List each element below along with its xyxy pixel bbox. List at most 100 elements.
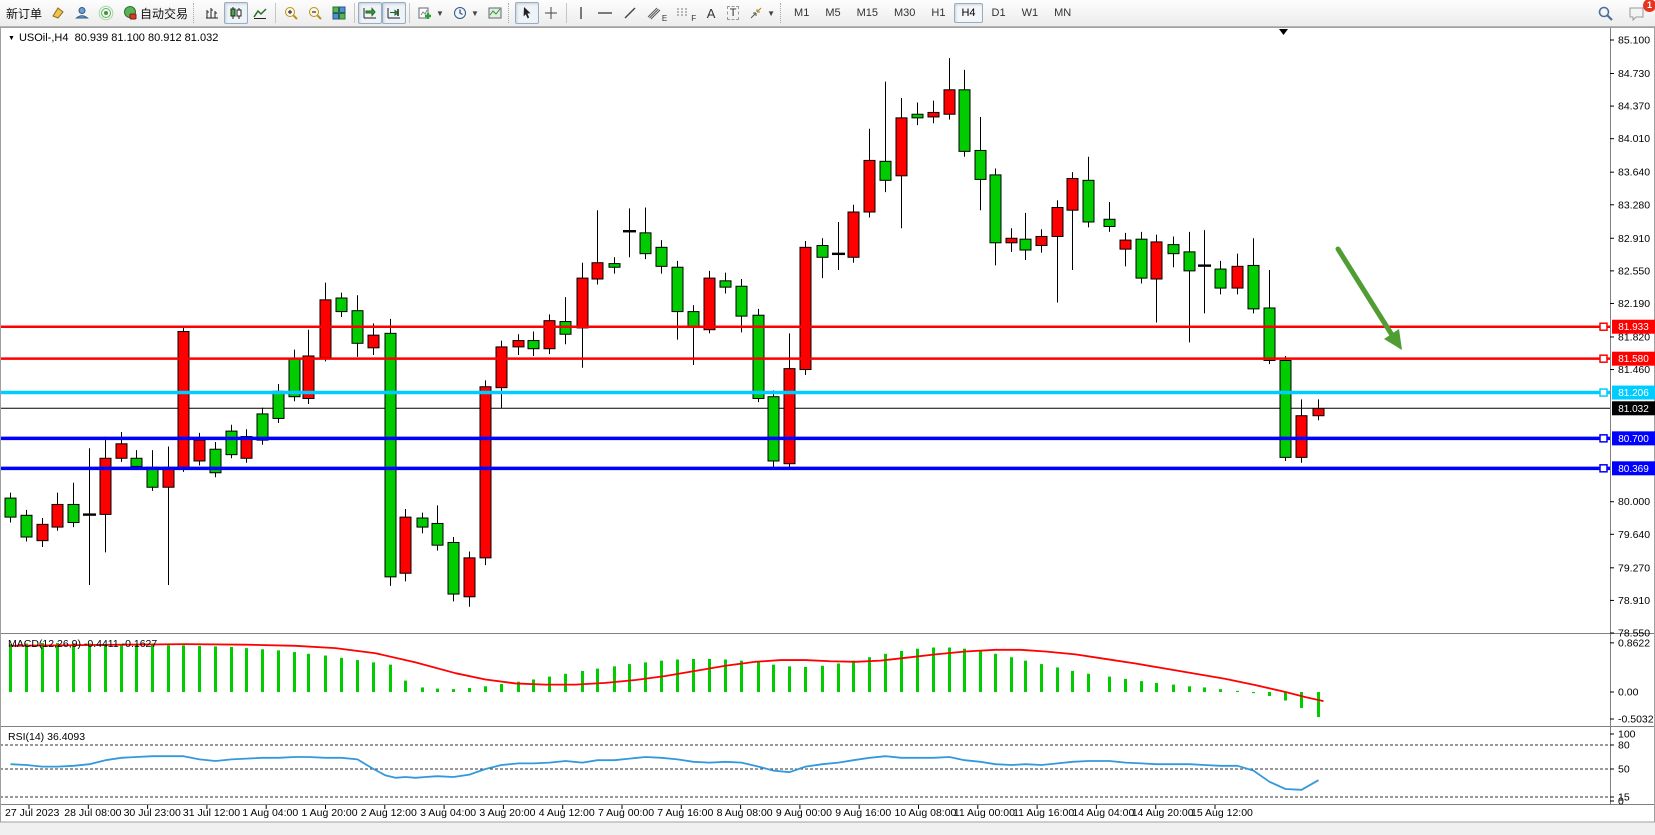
hline-handle-80.700[interactable] — [1599, 434, 1608, 443]
timeframe-D1[interactable]: D1 — [985, 3, 1013, 23]
timeframe-H1[interactable]: H1 — [924, 3, 952, 23]
macd-axis-label: -0.5032 — [1618, 714, 1654, 726]
horizontal-line-button[interactable] — [592, 2, 618, 24]
trendline-button[interactable] — [618, 2, 642, 24]
hline-handle-81.933[interactable] — [1599, 322, 1608, 331]
candle — [623, 208, 636, 258]
arrows-tool-icon — [750, 7, 762, 19]
macd-bar — [628, 664, 631, 692]
notifications-button[interactable]: 1 — [1624, 0, 1655, 24]
search-button[interactable] — [1593, 2, 1618, 24]
ohlc-values: 80.939 81.100 80.912 81.032 — [74, 32, 219, 44]
new-order-button[interactable]: 新订单 — [2, 2, 46, 24]
timeframe-MN[interactable]: MN — [1047, 3, 1078, 23]
bottom-strip — [0, 822, 1655, 835]
trend-arrow-shaft[interactable] — [1335, 246, 1395, 338]
macd-bar — [948, 647, 951, 692]
label-tool-letter: T — [726, 6, 740, 20]
candle — [399, 508, 412, 582]
candle — [1312, 399, 1325, 421]
candle — [1005, 228, 1018, 252]
macd-bar — [151, 644, 154, 692]
hline-handle-81.580[interactable] — [1599, 354, 1608, 363]
candlestick-chart-button[interactable] — [224, 2, 249, 24]
shift-marker-icon[interactable] — [1279, 29, 1288, 35]
candle — [1183, 231, 1196, 343]
timeframe-M5[interactable]: M5 — [818, 3, 847, 23]
templates-button[interactable] — [483, 2, 507, 24]
hline-handle-80.369[interactable] — [1599, 464, 1608, 473]
price-tick-label: 85.100 — [1618, 35, 1650, 47]
vertical-line-button[interactable] — [570, 2, 592, 24]
trend-arrow-head[interactable] — [1384, 329, 1402, 350]
text-tool-letter: A — [706, 5, 716, 21]
price-tag-80.700 — [1612, 431, 1655, 446]
fibonacci-button[interactable]: F — [671, 2, 700, 24]
macd-bar — [500, 684, 503, 692]
price-tick-label: 84.730 — [1618, 68, 1650, 80]
text-button[interactable]: A — [700, 2, 722, 24]
candle — [67, 482, 80, 528]
hline-handle-81.206[interactable] — [1599, 388, 1608, 397]
price-tick-label: 82.550 — [1618, 265, 1650, 277]
timeframe-H4[interactable]: H4 — [954, 3, 983, 23]
macd-bar — [167, 645, 170, 692]
signals-button[interactable] — [94, 2, 118, 24]
profile-button[interactable] — [70, 2, 94, 24]
macd-bar — [517, 681, 520, 692]
zoom-in-button[interactable] — [279, 2, 303, 24]
price-tag-81.580 — [1612, 351, 1655, 366]
chart-shift-button[interactable] — [382, 2, 407, 24]
candle — [1135, 231, 1148, 284]
new-chart-button[interactable]: ▼ — [413, 2, 448, 24]
chart-window-title: ▼ USOil-,H4 80.939 81.100 80.912 81.032 — [8, 32, 218, 44]
candle — [639, 207, 652, 260]
timeframe-M30[interactable]: M30 — [887, 3, 922, 23]
timeframe-M1[interactable]: M1 — [787, 3, 816, 23]
macd-bar — [852, 660, 855, 692]
tile-windows-button[interactable] — [327, 2, 351, 24]
auto-trading-label: 自动交易 — [140, 6, 189, 21]
arrows-button[interactable]: ▼ — [744, 2, 779, 24]
timeframe-W1[interactable]: W1 — [1015, 3, 1046, 23]
auto-scroll-button[interactable] — [358, 2, 383, 24]
candle — [1082, 156, 1095, 228]
macd-bar — [963, 648, 966, 692]
toolbar-grip — [507, 3, 512, 23]
macd-bar — [1024, 660, 1027, 692]
candle — [591, 210, 604, 285]
toolbar-separator — [565, 3, 567, 23]
tile-windows-icon — [332, 6, 346, 20]
price-tag-81.032 — [1612, 401, 1655, 416]
candlestick-chart-icon — [230, 7, 242, 19]
period-button[interactable]: ▼ — [448, 2, 483, 24]
channel-button[interactable]: E — [642, 2, 671, 24]
bar-chart-button[interactable] — [200, 2, 224, 24]
macd-bar — [198, 645, 201, 692]
data-folder-button[interactable] — [46, 2, 70, 24]
time-label: 9 Aug 16:00 — [835, 807, 891, 819]
candle — [543, 314, 556, 355]
cursor-button[interactable] — [514, 2, 539, 24]
macd-bar — [564, 673, 567, 692]
macd-bar — [613, 666, 616, 692]
macd-bar — [182, 645, 185, 692]
macd-bar — [1010, 657, 1013, 692]
price-tag-text: 80.700 — [1618, 434, 1649, 445]
candle — [1247, 238, 1260, 314]
crosshair-button[interactable] — [539, 2, 563, 24]
line-chart-button[interactable] — [248, 2, 272, 24]
chevron-down-icon: ▼ — [767, 8, 776, 18]
candle — [177, 326, 190, 472]
macd-name: MACD(12,26,9) — [8, 638, 81, 650]
macd-bar — [1188, 686, 1191, 692]
text-label-button[interactable]: T — [722, 2, 744, 24]
zoom-out-button[interactable] — [303, 2, 327, 24]
auto-trading-button[interactable]: 自动交易 — [118, 2, 192, 24]
candle — [655, 240, 668, 274]
timeframe-M15[interactable]: M15 — [850, 3, 885, 23]
candle — [608, 257, 621, 274]
macd-bar — [979, 650, 982, 692]
candle — [1263, 269, 1276, 365]
